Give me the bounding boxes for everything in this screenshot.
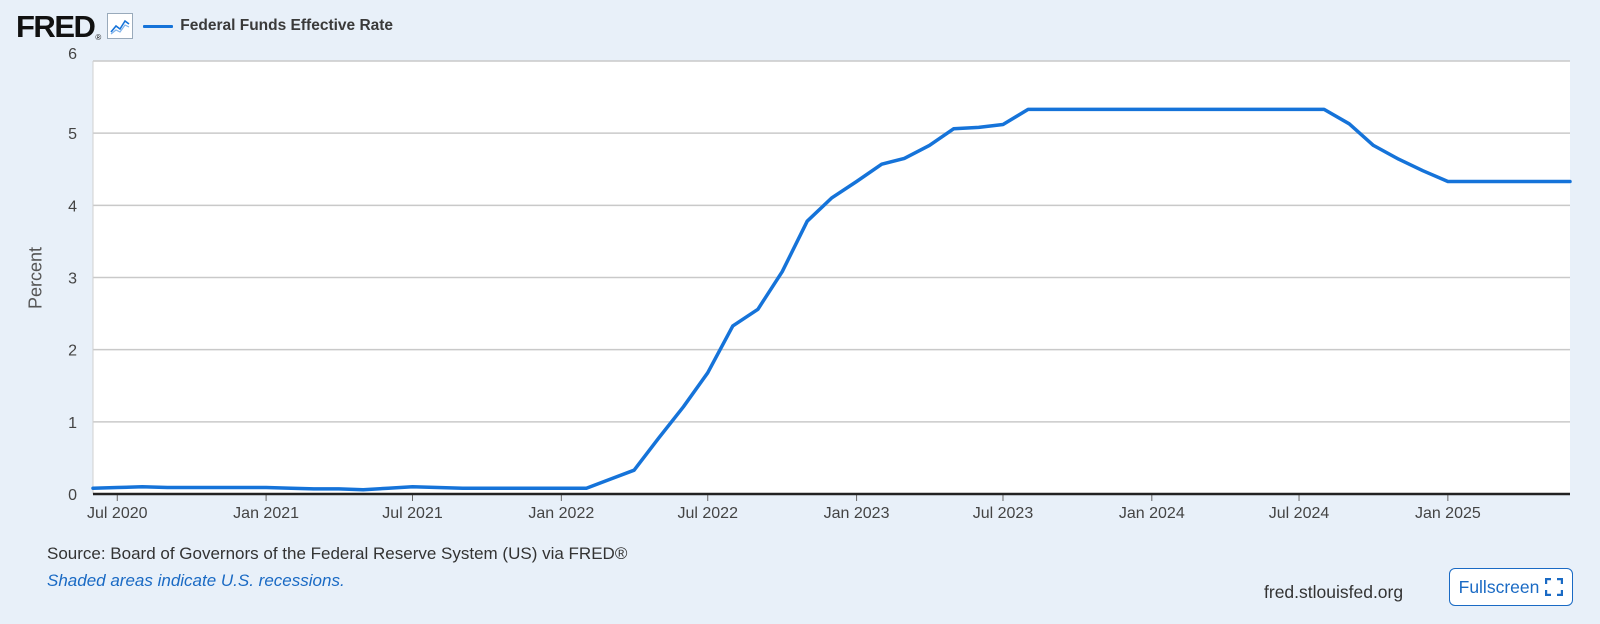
fred-logo[interactable]: FRED® [16, 8, 102, 44]
y-tick-label: 6 [68, 46, 77, 63]
fullscreen-label: Fullscreen [1458, 576, 1540, 597]
x-tick-label: Jul 2022 [677, 505, 738, 522]
x-tick-label: Jan 2025 [1415, 505, 1481, 522]
y-tick-label: 2 [68, 343, 77, 360]
y-tick-label: 3 [68, 271, 77, 288]
site-url[interactable]: fred.stlouisfed.org [1264, 582, 1404, 602]
y-tick-label: 4 [68, 198, 77, 215]
y-tick-label: 5 [68, 126, 77, 143]
x-tick-label: Jul 2021 [382, 505, 443, 522]
x-tick-label: Jan 2023 [824, 505, 890, 522]
line-graph-icon[interactable] [107, 13, 134, 39]
recession-note: Shaded areas indicate U.S. recessions. [47, 571, 345, 590]
series-line [91, 107, 1572, 492]
x-tick-label: Jul 2023 [973, 505, 1034, 522]
legend-swatch [143, 24, 174, 28]
source-note: Source: Board of Governors of the Federa… [47, 544, 628, 563]
x-tick-label: Jan 2024 [1119, 505, 1185, 522]
fullscreen-button[interactable]: Fullscreen [1449, 568, 1573, 606]
x-tick-label: Jan 2021 [233, 505, 299, 522]
y-tick-label: 0 [68, 487, 77, 504]
x-tick-label: Jan 2022 [528, 505, 594, 522]
legend-series-label[interactable]: Federal Funds Effective Rate [180, 17, 394, 34]
x-tick-label: Jul 2024 [1269, 505, 1330, 522]
expand-icon [1545, 578, 1564, 596]
x-tick-label: Jul 2020 [87, 505, 148, 522]
y-tick-label: 1 [68, 415, 77, 432]
chart-header: FRED® Federal Funds Effective Rate [16, 8, 393, 44]
